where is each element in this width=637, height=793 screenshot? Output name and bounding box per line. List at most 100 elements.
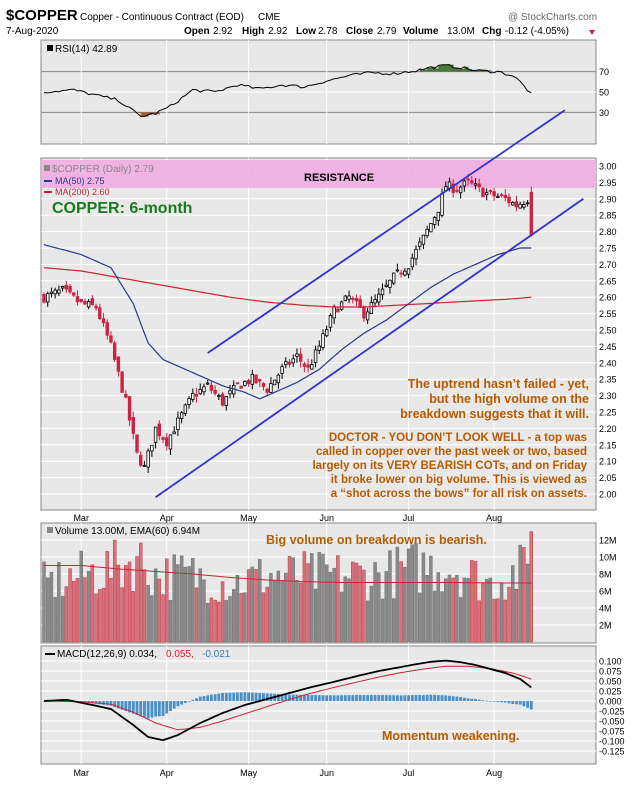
volume-bar	[414, 543, 418, 643]
macd-histogram-bar	[262, 693, 265, 701]
candle-body	[83, 301, 87, 305]
macd-histogram-bar	[522, 701, 526, 707]
volume-bar	[488, 577, 493, 643]
candle-body	[276, 374, 281, 384]
volume-bar	[98, 589, 102, 643]
candle-body	[265, 388, 269, 393]
macd-histogram-bar	[329, 695, 332, 701]
candle-body	[120, 371, 124, 393]
macd-histogram-bar	[172, 701, 176, 709]
candle-body	[202, 386, 206, 393]
macd-legend-c: -0.021	[202, 649, 231, 660]
macd-histogram-bar	[228, 692, 232, 701]
macd-histogram-bar	[198, 696, 202, 701]
macd-histogram-bar	[474, 699, 477, 701]
macd-histogram-bar	[109, 701, 113, 706]
candle-body	[503, 194, 507, 199]
candle-body	[418, 241, 422, 247]
volume-tick-label: 2M	[599, 621, 612, 631]
macd-histogram-bar	[236, 692, 239, 701]
volume-bar	[254, 569, 258, 643]
rsi-overbought-fill	[482, 70, 488, 72]
macd-histogram-bar	[451, 696, 455, 701]
candle-body	[287, 361, 292, 365]
candle-body	[131, 417, 135, 434]
candle-body	[436, 211, 441, 221]
candle-body	[101, 318, 106, 324]
volume-bar	[243, 592, 247, 643]
volume-bar	[518, 544, 522, 643]
volume-bar	[146, 585, 150, 643]
macd-histogram-bar	[310, 695, 314, 701]
macd-tick-label: -0.100	[599, 737, 625, 747]
volume-bar	[447, 574, 452, 643]
macd-histogram-bar	[407, 695, 410, 701]
volume-bar	[90, 564, 95, 643]
macd-histogram-bar	[336, 695, 340, 701]
volume-bar	[127, 561, 132, 643]
candle-body	[291, 358, 295, 364]
macd-histogram-bar	[507, 701, 511, 704]
ohlc-chg: -0.12 (-4.05%)	[505, 26, 569, 37]
note-doctor-3: largely on its VERY BEARISH COTs, and on…	[312, 460, 587, 472]
macd-histogram-bar	[425, 694, 429, 701]
candle-body	[42, 294, 46, 303]
candle-body	[86, 300, 91, 308]
macd-histogram-bar	[481, 700, 485, 701]
macd-histogram-bar	[466, 698, 470, 701]
rsi-line	[43, 64, 532, 118]
volume-tick-label: 6M	[599, 587, 612, 597]
candle-body	[209, 384, 214, 391]
volume-bar	[529, 531, 534, 643]
macd-histogram-bar	[340, 695, 343, 701]
volume-bar	[272, 580, 277, 643]
macd-histogram-bar	[139, 701, 143, 717]
volume-bar	[458, 597, 463, 643]
ohlc-open-label: Open	[184, 26, 210, 37]
axis-labels: 3.00 2.95 2.90 2.85 2.80 2.75 2.70 2.65 2.60 2.55…	[73, 67, 624, 778]
rsi-overbought-fill	[471, 70, 477, 72]
rsi-overbought-fill	[419, 69, 424, 72]
candle-body	[451, 183, 455, 193]
candle-body	[150, 444, 154, 452]
volume-bar	[139, 542, 143, 643]
rsi-oversold-fill	[137, 112, 142, 114]
candle-body	[205, 382, 210, 385]
price-tick-label: 2.10	[599, 457, 617, 467]
macd-histogram-bar	[117, 701, 120, 709]
macd-histogram-bar	[143, 701, 146, 718]
macd-histogram-bar	[183, 701, 187, 703]
macd-histogram-bar	[433, 694, 436, 701]
volume-bar	[191, 558, 195, 643]
volume-bar	[388, 550, 392, 643]
candle-body	[470, 180, 474, 184]
volume-bar	[258, 559, 262, 643]
macd-panel	[40, 645, 597, 765]
volume-bar	[83, 577, 87, 643]
volume-bar	[250, 566, 255, 643]
candle-body	[354, 298, 359, 302]
ohlc-volume-label: Volume	[403, 26, 439, 37]
volume-bar	[183, 566, 188, 643]
ohlc-high: 2.92	[268, 26, 288, 37]
volume-bar	[492, 598, 496, 643]
macd-histogram-bar	[131, 701, 135, 714]
rsi-overbought-fill	[460, 68, 465, 72]
candle-body	[228, 390, 232, 395]
volume-bar	[165, 558, 169, 643]
macd-histogram-bar	[258, 693, 262, 701]
price-tick-label: 3.00	[599, 162, 617, 172]
volume-bar	[64, 586, 69, 643]
volume-bar	[377, 572, 381, 643]
volume-bar	[511, 565, 515, 643]
candle-body	[425, 228, 429, 237]
volume-bar	[332, 567, 336, 643]
volume-bar	[131, 591, 135, 643]
candle-body	[157, 423, 162, 437]
price-tick-label: 2.30	[599, 391, 617, 401]
macd-histogram-bar	[113, 701, 117, 708]
month-label: Jul	[403, 513, 415, 523]
macd-histogram-bar	[403, 695, 407, 701]
volume-bar	[429, 555, 433, 643]
